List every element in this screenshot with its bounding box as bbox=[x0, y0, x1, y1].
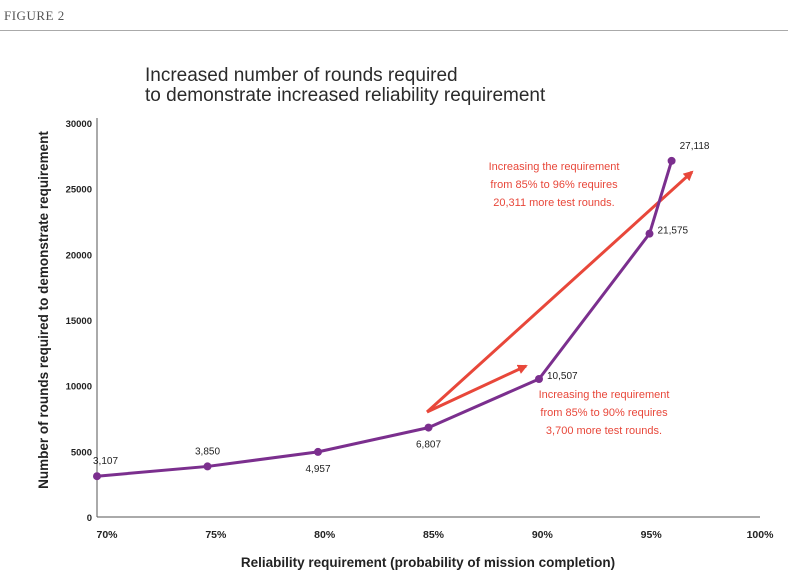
annotation-96: Increasing the requirement from 85% to 9… bbox=[489, 161, 620, 209]
y-tick-label: 5000 bbox=[71, 447, 92, 458]
annotation-90-line-2: from 85% to 90% requires bbox=[540, 407, 668, 419]
annotation-96-line-2-text: from 85% to 96% requires bbox=[490, 179, 618, 191]
annotation-96-line-2: from 85% to 96% requires bbox=[490, 179, 618, 191]
series-group bbox=[93, 156, 676, 481]
data-point bbox=[535, 375, 543, 384]
data-point bbox=[667, 156, 676, 165]
annotation-90-line-1: Increasing the requirement bbox=[539, 389, 670, 401]
x-tick-label: 75% bbox=[205, 529, 227, 541]
data-label: 4,957 bbox=[305, 464, 330, 475]
x-tick-label: 85% bbox=[423, 529, 445, 541]
y-tick-label: 30000 bbox=[66, 119, 92, 130]
y-tick-label: 20000 bbox=[66, 250, 92, 261]
data-labels: 3,107 3,850 4,957 6,807 10,507 21,575 27,118 bbox=[93, 141, 710, 475]
figure-label: FIGURE 2 bbox=[4, 8, 65, 23]
y-tick-label: 15000 bbox=[66, 316, 92, 327]
data-label: 6,807 bbox=[416, 440, 441, 451]
data-label: 21,575 bbox=[658, 226, 689, 237]
y-tick-labels: 0 5000 10000 15000 20000 25000 30000 bbox=[66, 119, 92, 524]
arrow-85-to-96 bbox=[425, 170, 694, 414]
y-tick-label: 25000 bbox=[66, 185, 92, 196]
data-point bbox=[314, 447, 322, 456]
chart-title-line-1: Increased number of rounds required bbox=[145, 65, 458, 86]
data-label: 10,507 bbox=[547, 371, 578, 382]
y-axis-label: Number of rounds required to demonstrate… bbox=[36, 131, 51, 489]
x-axis-label: Reliability requirement (probability of … bbox=[241, 555, 615, 570]
annotation-96-line-3: 20,311 more test rounds. bbox=[493, 197, 614, 209]
annotation-90: Increasing the requirement from 85% to 9… bbox=[539, 389, 670, 437]
data-point bbox=[203, 462, 212, 471]
y-tick-label: 0 bbox=[87, 513, 92, 524]
annotation-96-line-1: Increasing the requirement bbox=[489, 161, 620, 173]
data-label: 3,107 bbox=[93, 456, 118, 467]
chart-title-line-2: to demonstrate increased reliability req… bbox=[145, 85, 546, 106]
x-tick-label: 80% bbox=[314, 529, 336, 541]
data-point bbox=[424, 423, 433, 432]
x-tick-label: 95% bbox=[641, 529, 663, 541]
data-point bbox=[645, 229, 654, 238]
annotation-90-line-3: 3,700 more test rounds. bbox=[546, 425, 662, 437]
data-point bbox=[93, 472, 101, 481]
arrow-85-to-90 bbox=[426, 364, 528, 414]
header-rule bbox=[0, 30, 788, 31]
x-tick-label: 100% bbox=[747, 529, 775, 541]
y-tick-label: 10000 bbox=[66, 382, 92, 393]
x-tick-label: 70% bbox=[96, 529, 118, 541]
x-tick-label: 90% bbox=[532, 529, 554, 541]
data-label: 3,850 bbox=[195, 446, 220, 457]
x-tick-labels: 70% 75% 80% 85% 90% 95% 100% bbox=[96, 529, 774, 541]
data-label: 27,118 bbox=[680, 141, 710, 152]
